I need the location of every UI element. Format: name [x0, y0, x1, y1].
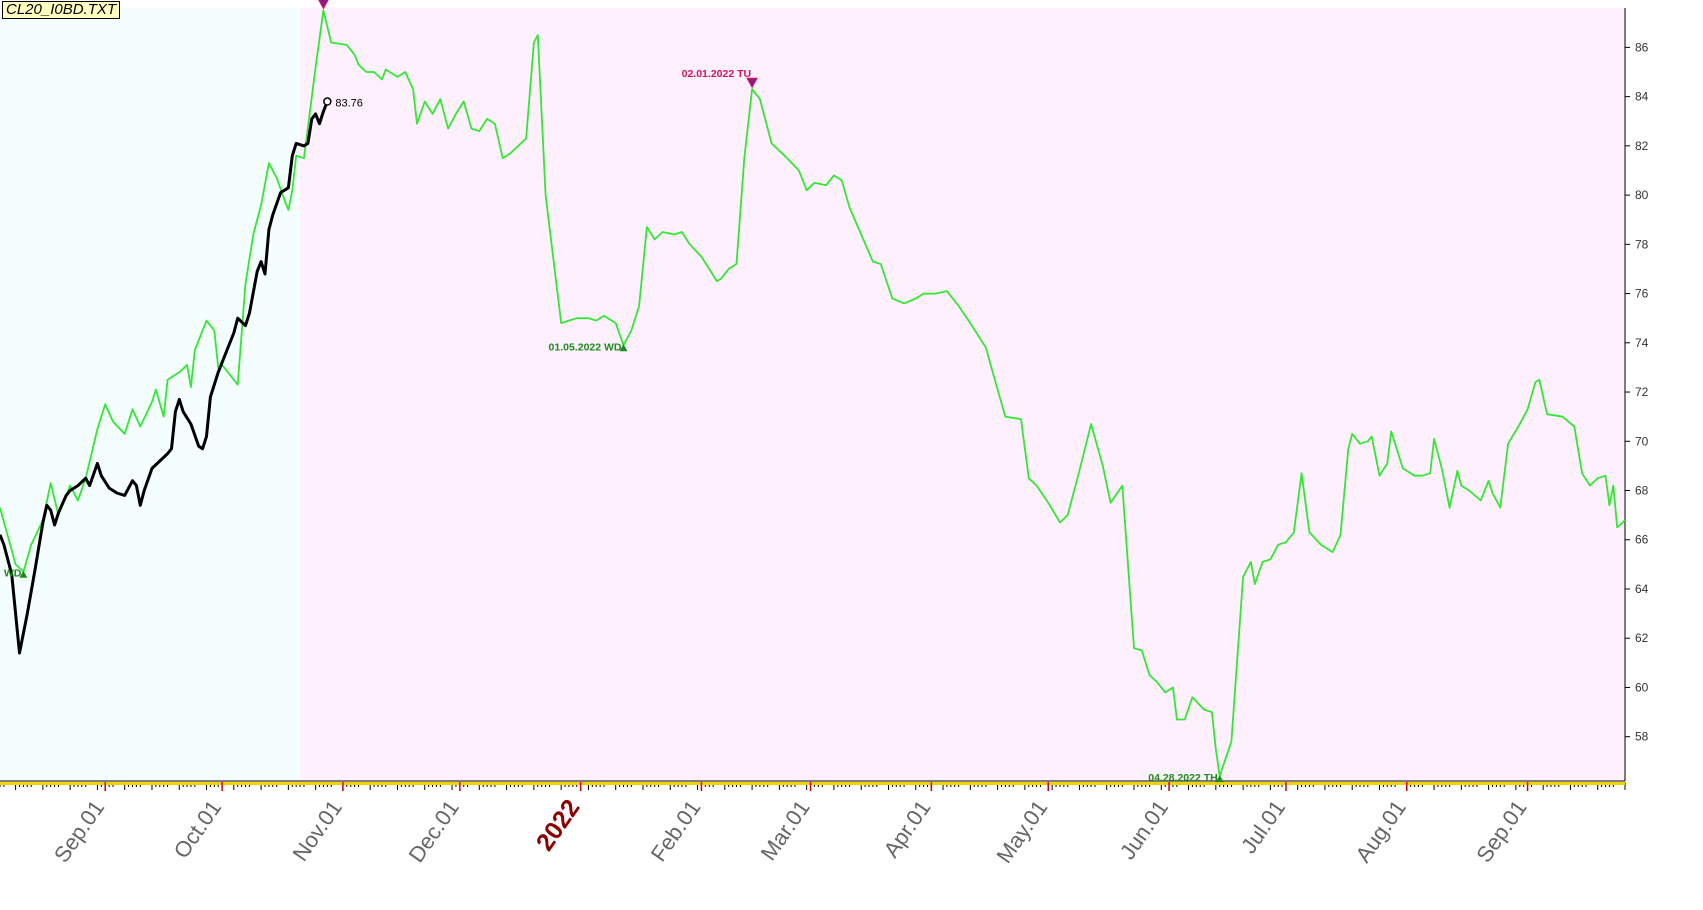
y-tick-label: 80	[1635, 188, 1649, 202]
bottom-turn-label: 01.05.2022 WD	[549, 341, 622, 353]
y-tick-label: 68	[1635, 484, 1649, 498]
x-tick-label: Apr.01	[878, 796, 935, 862]
y-tick-label: 66	[1635, 533, 1649, 547]
last-value-label: 83.76	[335, 98, 363, 110]
x-tick-label: Nov.01	[287, 796, 347, 866]
x-tick-label: May.01	[991, 796, 1052, 868]
y-tick-label: 76	[1635, 287, 1649, 301]
y-tick-label: 74	[1635, 336, 1649, 350]
y-tick-label: 84	[1635, 90, 1649, 104]
x-tick-label: Sep.01	[1471, 796, 1531, 867]
y-tick-label: 62	[1635, 631, 1649, 645]
actual-price-line	[0, 100, 329, 655]
y-tick-label: 72	[1635, 385, 1649, 399]
x-year-label: 2022	[531, 794, 586, 856]
date-axis-band	[0, 782, 1625, 785]
shaded-region-1	[0, 8, 301, 781]
x-tick-label: Jun.01	[1115, 796, 1173, 864]
bottom-turn-label: WD	[4, 568, 22, 580]
x-tick-label: Jul.01	[1236, 796, 1290, 858]
projection-line	[0, 9, 1626, 777]
y-tick-label: 70	[1635, 434, 1649, 448]
x-tick-label: Mar.01	[756, 796, 815, 865]
x-tick-label: Oct.01	[169, 796, 227, 863]
y-tick-label: 58	[1635, 730, 1649, 744]
x-tick-label: Feb.01	[646, 796, 706, 866]
top-turn-label: 02.01.2022 TU	[682, 68, 751, 80]
top-turn-label: 10.27.2021 WD	[249, 0, 322, 1]
y-tick-label: 78	[1635, 237, 1649, 251]
shaded-region-2	[300, 8, 1626, 781]
file-name-label: CL20_I0BD.TXT	[2, 1, 121, 19]
bottom-arrow-icon	[619, 344, 628, 352]
y-tick-label: 82	[1635, 139, 1649, 153]
bottom-turn-label: 04.28.2022 TH	[1148, 772, 1217, 784]
bottom-arrow-icon	[19, 570, 28, 578]
top-arrow-icon	[318, 0, 329, 10]
bottom-arrow-icon	[1215, 775, 1224, 783]
x-tick-label: Dec.01	[403, 796, 463, 867]
x-tick-label: Aug.01	[1350, 796, 1410, 867]
y-tick-label: 64	[1635, 582, 1649, 596]
x-tick-label: Sep.01	[49, 796, 109, 867]
y-tick-label: 60	[1635, 680, 1649, 694]
top-arrow-icon	[746, 77, 758, 89]
y-tick-label: 86	[1635, 40, 1649, 54]
last-value-dot	[323, 97, 332, 106]
